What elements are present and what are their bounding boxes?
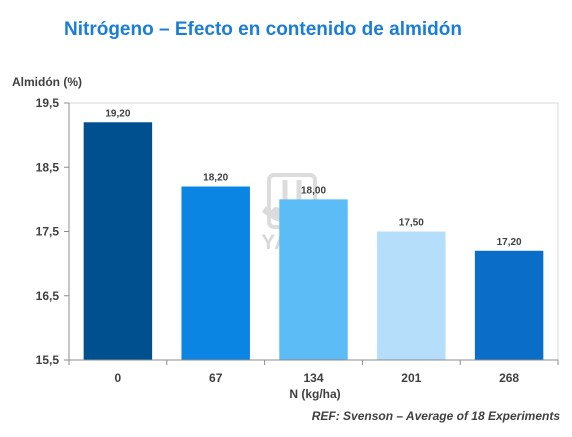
bar [279,199,348,360]
y-axis-title: Almidón (%) [12,75,82,89]
bar [377,231,446,360]
y-tick-label: 15,5 [36,353,60,367]
bar-data-label: 17,20 [497,237,522,248]
bar [181,186,250,360]
bar [83,122,153,361]
x-tick-label: 67 [209,371,223,385]
y-tick-label: 19,5 [36,96,60,110]
bar-data-label: 19,20 [105,108,130,119]
bar-data-label: 18,00 [301,185,326,196]
y-tick-label: 17,5 [36,225,60,239]
x-tick-label: 268 [499,371,519,385]
bar-data-label: 17,50 [399,218,424,229]
bar-data-label: 18,20 [203,173,228,184]
x-tick-label: 134 [303,371,323,385]
x-axis-title: N (kg/ha) [289,387,341,401]
x-tick-label: 201 [401,371,421,385]
reference-note: REF: Svenson – Average of 18 Experiments [311,409,560,423]
bar [474,250,544,360]
y-tick-label: 16,5 [36,289,60,303]
slide-title: Nitrógeno – Efecto en contenido de almid… [64,19,462,40]
y-tick-label: 18,5 [36,160,60,174]
x-tick-label: 0 [115,371,122,385]
